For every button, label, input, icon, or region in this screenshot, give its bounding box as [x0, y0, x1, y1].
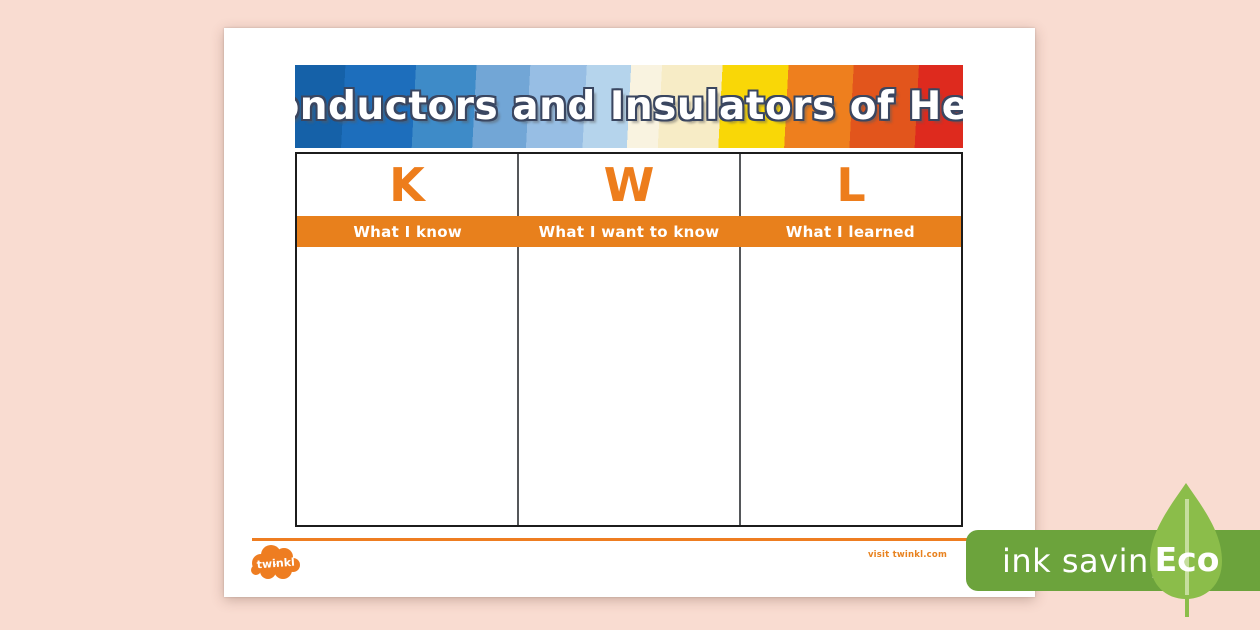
kwl-letter-l: L: [836, 158, 866, 212]
kwl-body-cell-k: [297, 247, 519, 525]
kwl-letter-cell-w: W: [519, 154, 741, 216]
twinkl-cloud-icon: [251, 545, 300, 579]
visit-link-text: visit twinkl.com: [867, 550, 947, 560]
kwl-letter-cell-l: L: [741, 154, 961, 216]
kwl-table: K W L What I know What I want to know Wh…: [295, 152, 963, 527]
kwl-subtitle-learned: What I learned: [785, 222, 915, 241]
title-banner: Conductors and Insulators of Heat: [295, 65, 963, 148]
footer-divider: [252, 538, 1008, 541]
kwl-subtitle-row: What I know What I want to know What I l…: [297, 216, 961, 247]
kwl-letter-w: W: [603, 158, 655, 212]
kwl-body-cell-l: [741, 247, 961, 525]
twinkl-logo: twinkl: [251, 545, 300, 579]
twinkl-logo-text: twinkl: [256, 556, 295, 572]
worksheet-page: Conductors and Insulators of Heat K W L …: [224, 28, 1035, 597]
kwl-letter-row: K W L: [297, 154, 961, 216]
eco-leaf-icon: [1150, 483, 1222, 617]
ink-saving-label: ink saving: [1002, 541, 1170, 580]
kwl-letter-k: K: [389, 158, 425, 212]
worksheet-title: Conductors and Insulators of Heat: [295, 84, 963, 129]
kwl-subtitle-know: What I know: [353, 222, 462, 241]
eco-label: Eco: [1154, 540, 1220, 579]
kwl-body-cell-w: [519, 247, 741, 525]
kwl-letter-cell-k: K: [297, 154, 519, 216]
kwl-body-row: [297, 247, 961, 525]
kwl-subtitle-want: What I want to know: [538, 222, 720, 241]
